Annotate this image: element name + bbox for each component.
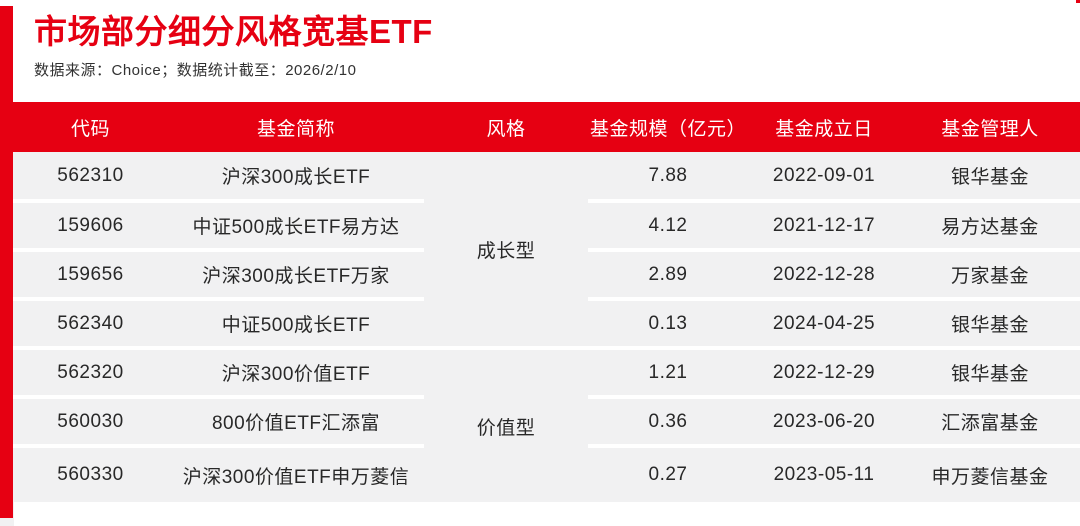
fund-scale-cell: 7.88	[588, 152, 748, 203]
fund-code-cell: 159656	[13, 250, 168, 301]
table-row: 560330 沪深300价值ETF申万菱信 0.27 2023-05-11 申万菱信基金	[13, 446, 1080, 502]
table-row: 159606 中证500成长ETF易方达 4.12 2021-12-17 易方达基金	[13, 201, 1080, 252]
inception-date-cell: 2024-04-25	[748, 299, 900, 350]
fund-scale-cell: 0.36	[588, 397, 748, 448]
fund-code-cell: 562320	[13, 348, 168, 399]
fund-manager-cell: 万家基金	[900, 250, 1080, 301]
inception-date-cell: 2023-06-20	[748, 397, 900, 448]
col-header-code: 代码	[13, 102, 168, 152]
fund-code-cell: 560330	[13, 446, 168, 502]
col-header-fund-name: 基金简称	[168, 102, 424, 152]
inception-date-cell: 2022-12-28	[748, 250, 900, 301]
fund-name-cell: 沪深300价值ETF	[168, 348, 424, 399]
fund-name-cell: 中证500成长ETF	[168, 299, 424, 350]
page-title: 市场部分细分风格宽基ETF	[34, 13, 433, 50]
fund-scale-cell: 2.89	[588, 250, 748, 301]
fund-manager-cell: 银华基金	[900, 299, 1080, 350]
top-right-corner-mark	[1076, 0, 1080, 3]
fund-scale-cell: 1.21	[588, 348, 748, 399]
col-header-inception-date: 基金成立日	[748, 102, 900, 152]
fund-scale-cell: 4.12	[588, 201, 748, 252]
header-block: 市场部分细分风格宽基ETF 数据来源：Choice；数据统计截至：2026/2/…	[34, 10, 433, 81]
style-group-cell: 成长型	[424, 152, 588, 350]
col-header-fund-scale: 基金规模（亿元）	[588, 102, 748, 152]
data-source-note: 数据来源：Choice；数据统计截至：2026/2/10	[34, 62, 357, 79]
style-group-cell: 价值型	[424, 348, 588, 502]
fund-manager-cell: 申万菱信基金	[900, 446, 1080, 502]
left-accent-bar	[0, 6, 13, 518]
table-row: 562320 沪深300价值ETF 价值型 1.21 2022-12-29 银华基金	[13, 348, 1080, 502]
table-row: 562310 沪深300成长ETF 成长型 7.88 2022-09-01 银华基金	[13, 152, 1080, 350]
fund-manager-cell: 银华基金	[900, 152, 1080, 203]
fund-code-cell: 560030	[13, 397, 168, 448]
fund-code-cell: 562340	[13, 299, 168, 350]
table-row: 562340 中证500成长ETF 0.13 2024-04-25 银华基金	[13, 299, 1080, 350]
table-row: 560030 800价值ETF汇添富 0.36 2023-06-20 汇添富基金	[13, 397, 1080, 448]
fund-name-cell: 沪深300成长ETF	[168, 152, 424, 203]
inception-date-cell: 2022-09-01	[748, 152, 900, 203]
inception-date-cell: 2022-12-29	[748, 348, 900, 399]
fund-manager-cell: 易方达基金	[900, 201, 1080, 252]
fund-code-cell: 562310	[13, 152, 168, 203]
table-row: 159656 沪深300成长ETF万家 2.89 2022-12-28 万家基金	[13, 250, 1080, 301]
table-header-row: 代码 基金简称 风格 基金规模（亿元） 基金成立日 基金管理人	[13, 102, 1080, 152]
inception-date-cell: 2023-05-11	[748, 446, 900, 502]
etf-table: 代码 基金简称 风格 基金规模（亿元） 基金成立日 基金管理人 562310 沪深…	[13, 102, 1080, 502]
fund-manager-cell: 汇添富基金	[900, 397, 1080, 448]
col-header-fund-manager: 基金管理人	[900, 102, 1080, 152]
col-header-style: 风格	[424, 102, 588, 152]
fund-manager-cell: 银华基金	[900, 348, 1080, 399]
fund-name-cell: 沪深300价值ETF申万菱信	[168, 446, 424, 502]
fund-scale-cell: 0.27	[588, 446, 748, 502]
fund-name-cell: 中证500成长ETF易方达	[168, 201, 424, 252]
fund-code-cell: 159606	[13, 201, 168, 252]
table-header: 代码 基金简称 风格 基金规模（亿元） 基金成立日 基金管理人	[13, 102, 1080, 152]
fund-name-cell: 800价值ETF汇添富	[168, 397, 424, 448]
table-body: 562310 沪深300成长ETF 成长型 7.88 2022-09-01 银华基金 159…	[13, 152, 1080, 502]
fund-name-cell: 沪深300成长ETF万家	[168, 250, 424, 301]
inception-date-cell: 2021-12-17	[748, 201, 900, 252]
fund-scale-cell: 0.13	[588, 299, 748, 350]
